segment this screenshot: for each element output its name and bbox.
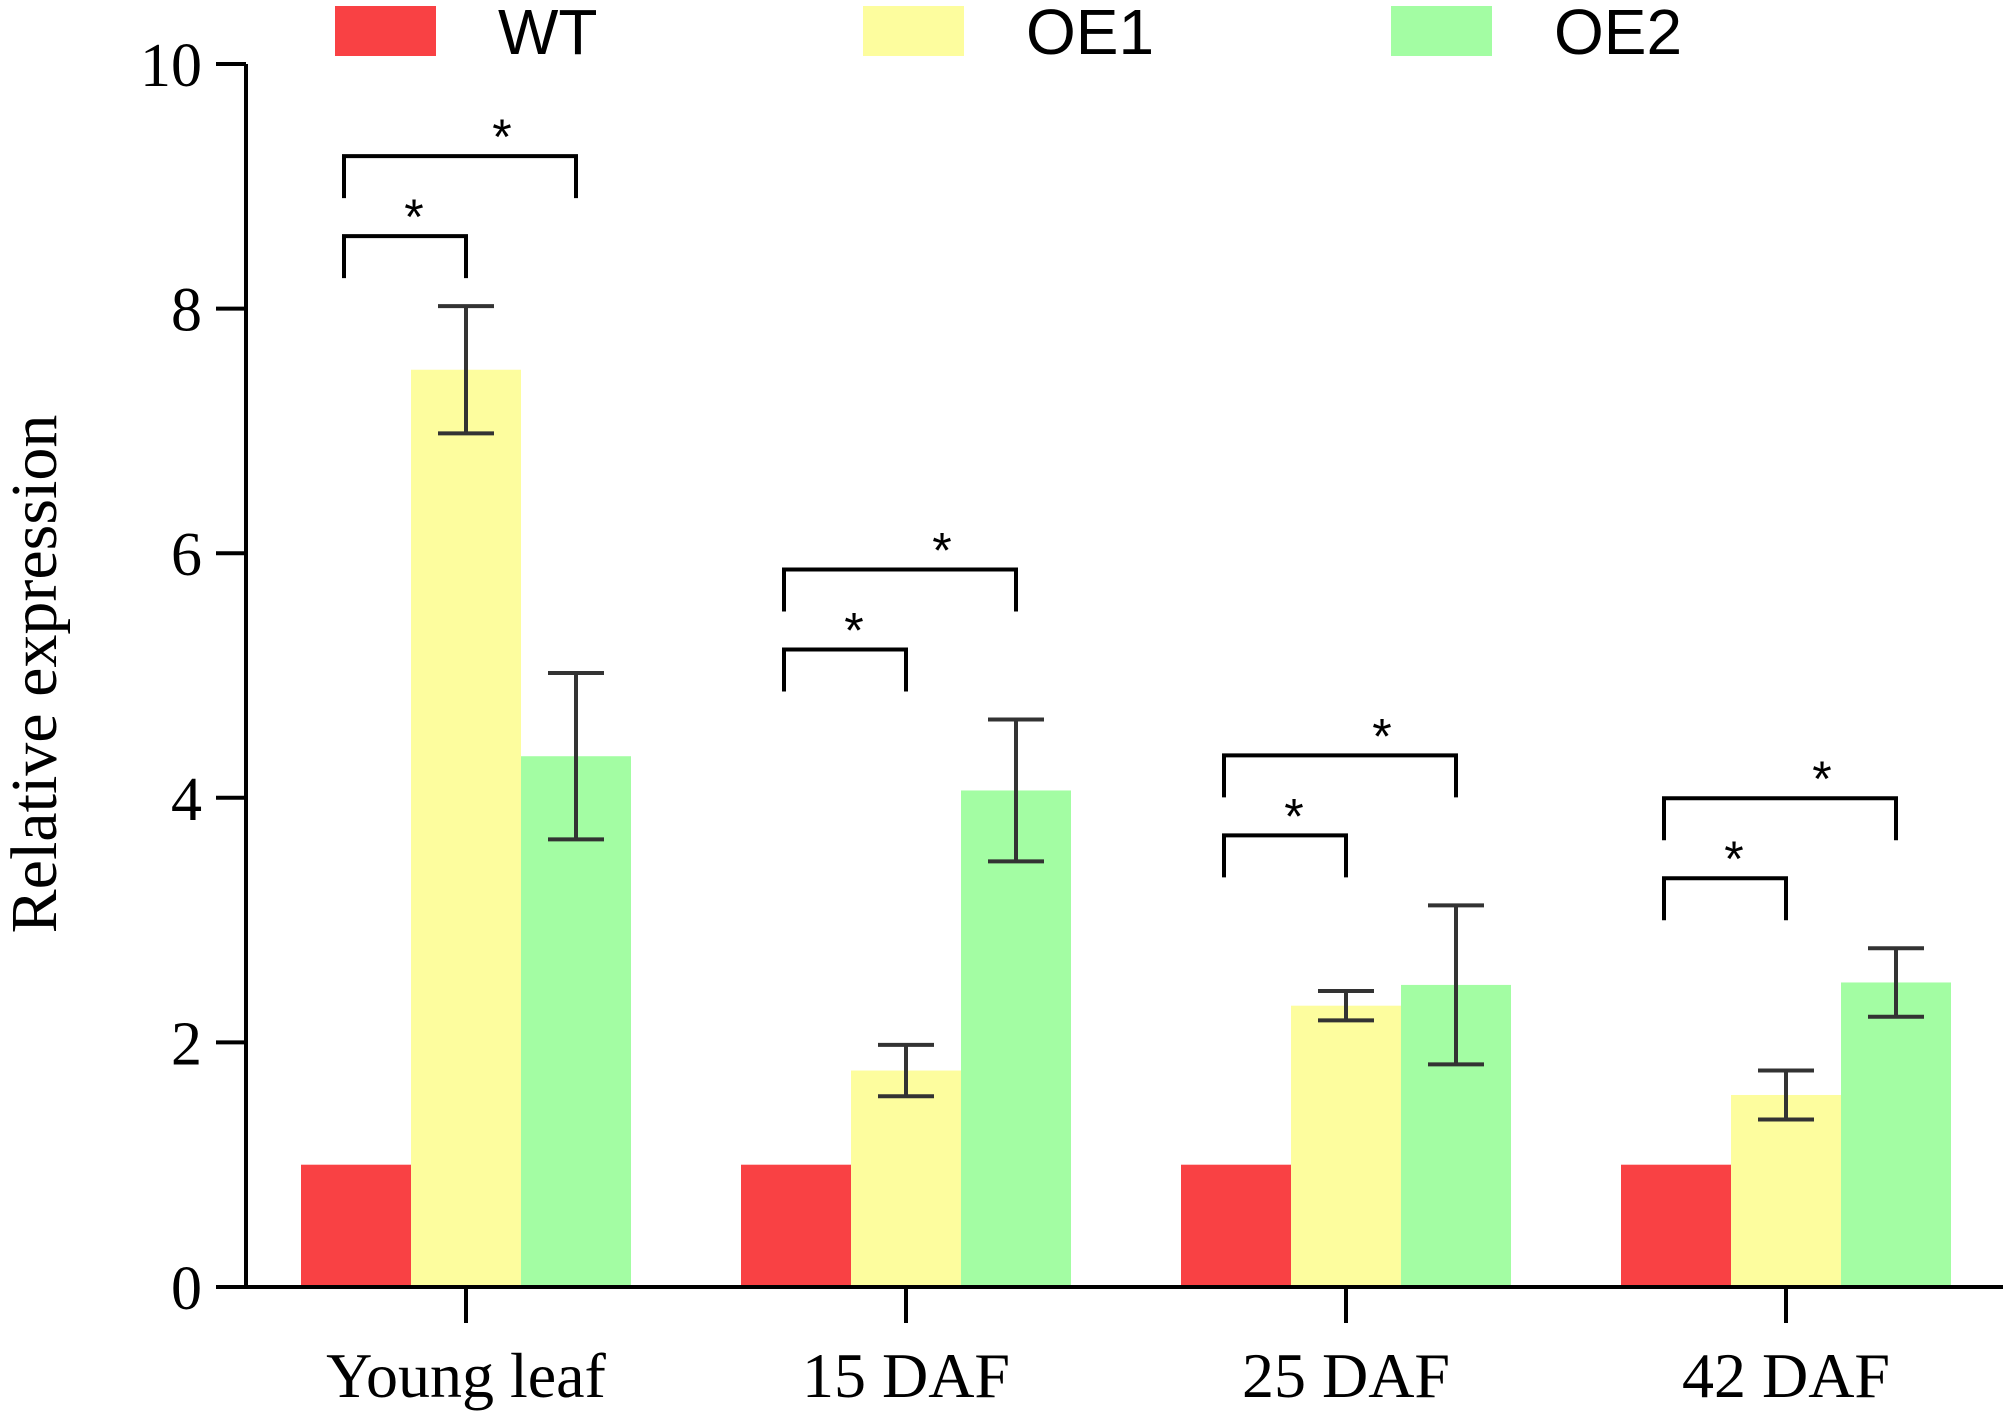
y-tick-label: 2 — [171, 1010, 202, 1078]
error-bar-oe1-42-daf — [1758, 1068, 1814, 1122]
significance-bracket-25-daf-oe2: * — [1222, 708, 1458, 798]
legend-item-oe1: OE1 — [863, 0, 1154, 68]
bar-wt-15-daf — [741, 1164, 851, 1287]
bar-wt-42-daf — [1621, 1164, 1731, 1287]
error-bar-oe2-15-daf — [988, 717, 1044, 864]
bar-oe1-42-daf — [1731, 1094, 1841, 1287]
significance-brackets: * * * * * * * * — [342, 109, 1898, 921]
error-bar-oe2-25-daf — [1428, 903, 1484, 1067]
y-tick-label: 4 — [171, 766, 202, 834]
error-bar-oe1-15-daf — [878, 1042, 934, 1099]
legend-swatch — [863, 6, 964, 56]
bar-oe1-young-leaf — [411, 369, 521, 1287]
legend: WT OE1 OE2 — [335, 0, 1682, 68]
y-tick-label: 6 — [171, 521, 202, 589]
bar-wt-young-leaf — [301, 1164, 411, 1287]
legend-item-oe2: OE2 — [1391, 0, 1682, 68]
legend-label: OE1 — [1026, 0, 1154, 68]
bar-wt-25-daf — [1181, 1164, 1291, 1287]
error-bar-oe2-young-leaf — [548, 671, 604, 842]
significance-label: * — [492, 109, 511, 165]
legend-swatch — [335, 6, 436, 56]
bar-oe2-15-daf — [961, 790, 1071, 1287]
y-tick-label: 10 — [140, 32, 202, 100]
error-bar-oe1-young-leaf — [438, 304, 494, 436]
error-bars — [438, 304, 1924, 1122]
significance-bracket-15-daf-oe1: * — [782, 603, 908, 692]
legend-swatch — [1391, 6, 1492, 56]
y-axis-label: Relative expression — [0, 415, 71, 934]
x-tick-label-25-daf: 25 DAF — [1242, 1340, 1450, 1411]
x-tick-label-15-daf: 15 DAF — [802, 1340, 1010, 1411]
bar-oe2-young-leaf — [521, 756, 631, 1287]
bar-oe1-25-daf — [1291, 1005, 1401, 1287]
significance-label: * — [1372, 708, 1391, 764]
significance-label: * — [1284, 788, 1303, 844]
significance-bracket-young-leaf-oe1: * — [342, 189, 468, 279]
legend-item-wt: WT — [335, 0, 598, 68]
y-tick-label: 8 — [171, 277, 202, 345]
significance-label: * — [1812, 751, 1831, 807]
y-tick-label: 0 — [171, 1255, 202, 1323]
x-tick-label-young-leaf: Young leaf — [326, 1340, 606, 1411]
bar-oe2-42-daf — [1841, 982, 1951, 1287]
significance-bracket-42-daf-oe1: * — [1662, 831, 1788, 921]
significance-bracket-25-daf-oe1: * — [1222, 788, 1348, 878]
significance-bracket-young-leaf-oe2: * — [342, 109, 578, 199]
significance-label: * — [1724, 831, 1743, 887]
significance-bracket-42-daf-oe2: * — [1662, 751, 1898, 841]
bars — [301, 369, 1951, 1287]
significance-label: * — [932, 523, 951, 579]
significance-bracket-15-daf-oe2: * — [782, 523, 1018, 612]
legend-label: WT — [498, 0, 598, 68]
significance-label: * — [844, 603, 863, 659]
axes: 0 2 4 6 8 10 Young leaf 15 DAF 25 DAF 42 DAF — [140, 32, 2003, 1411]
error-bar-oe1-25-daf — [1318, 989, 1374, 1023]
error-bar-oe2-42-daf — [1868, 946, 1924, 1019]
significance-label: * — [404, 189, 423, 245]
legend-label: OE2 — [1554, 0, 1682, 68]
bar-oe1-15-daf — [851, 1070, 961, 1287]
x-tick-label-42-daf: 42 DAF — [1682, 1340, 1890, 1411]
